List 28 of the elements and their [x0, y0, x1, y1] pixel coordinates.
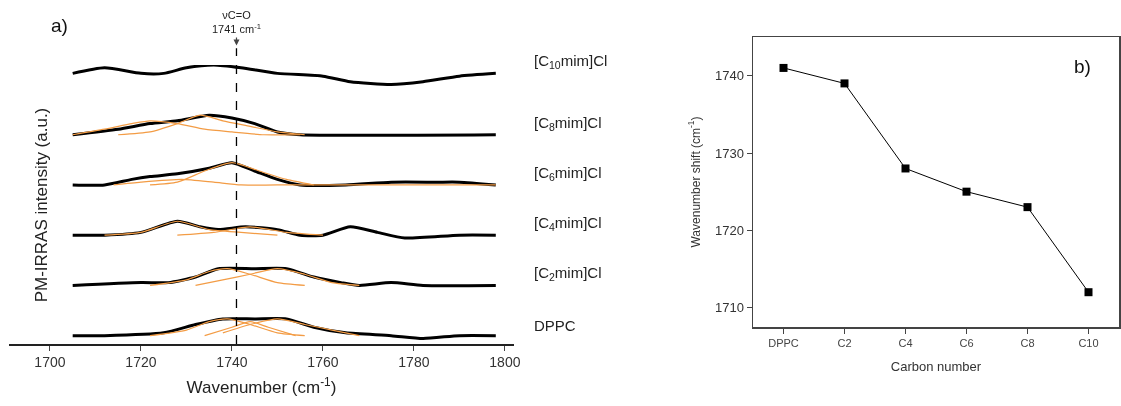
- text: [C$_{10}$mim]Cl: [534, 52, 608, 72]
- x-tick-label: C2: [837, 336, 852, 349]
- x-tick-label: 1740: [216, 354, 248, 371]
- x-tick-label: 1780: [398, 354, 430, 371]
- text: [C$_{6}$mim]Cl: [534, 164, 602, 184]
- x-tick-label: 1760: [307, 354, 339, 371]
- y-tick-label: 1710: [714, 300, 744, 316]
- y-tick-label: 1730: [714, 145, 744, 161]
- x-tick-label: C10: [1078, 336, 1099, 349]
- text: [C$_{4}$mim]Cl: [534, 214, 602, 234]
- x-axis-title: Carbon number: [890, 359, 982, 375]
- x-tick-label: 1720: [125, 354, 157, 371]
- x-tick-label: C6: [959, 336, 974, 349]
- text: b): [1074, 56, 1091, 77]
- x-tick-label: C4: [898, 336, 913, 349]
- y-tick-label: 1720: [714, 222, 744, 238]
- x-axis-title: Wavenumber (cm$^{-1}$): [186, 375, 337, 398]
- y-tick-label: 1740: [714, 68, 744, 84]
- y-axis-title: PM-IRRAS intensity (a.u.): [32, 107, 52, 303]
- x-tick-label: 1800: [489, 354, 521, 371]
- chart-title: a): [51, 15, 68, 36]
- x-tick-label: 1700: [34, 354, 66, 371]
- x-tick-label: DPPC: [768, 336, 799, 349]
- text: [C$_{8}$mim]Cl: [534, 114, 602, 134]
- text: DPPC: [534, 317, 576, 334]
- x-tick-label: C8: [1020, 336, 1035, 349]
- ref-line-label: νC=O 1741 cm$^{-1}$: [212, 9, 262, 36]
- text: [C$_{2}$mim]Cl: [534, 264, 602, 284]
